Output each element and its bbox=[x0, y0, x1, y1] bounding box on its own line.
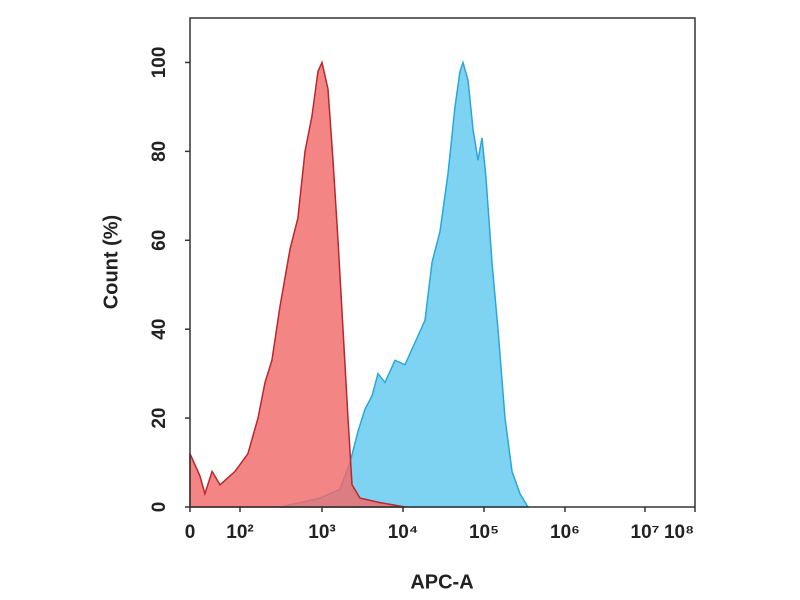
x-axis-title: APC-A bbox=[410, 571, 473, 593]
histogram-area bbox=[279, 59, 530, 508]
plot-frame bbox=[189, 17, 696, 507]
x-tick-label: 10⁵ bbox=[469, 522, 499, 543]
x-tick-label: 10⁸ bbox=[664, 522, 694, 543]
x-tick-label: 10⁷ bbox=[631, 522, 660, 543]
x-tick-label: 10² bbox=[226, 522, 253, 543]
y-tick-label: 20 bbox=[149, 408, 170, 429]
y-tick-label: 60 bbox=[149, 230, 170, 251]
x-tick-label: 10³ bbox=[308, 522, 335, 543]
x-tick-label: 10⁴ bbox=[388, 522, 419, 543]
y-tick-label: 100 bbox=[149, 47, 170, 79]
y-tick-label: 0 bbox=[149, 502, 170, 513]
x-tick-label: 0 bbox=[185, 522, 196, 543]
y-tick-label: 40 bbox=[149, 319, 170, 340]
histogram-area bbox=[189, 60, 406, 508]
x-tick-label: 10⁶ bbox=[550, 522, 580, 543]
y-tick-label: 80 bbox=[149, 141, 170, 162]
y-axis-title: Count (%) bbox=[100, 215, 122, 309]
